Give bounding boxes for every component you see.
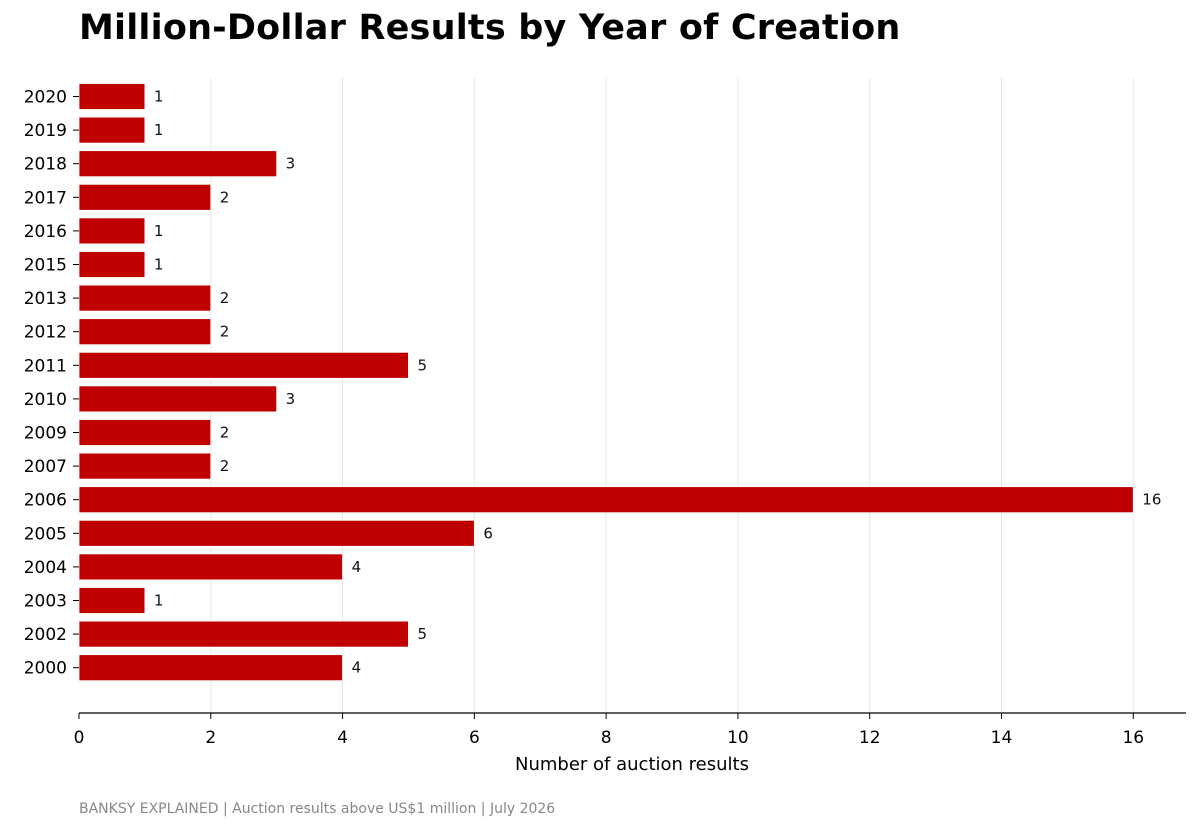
x-tick-label: 6 [469,728,480,748]
bar [78,217,146,245]
bar [78,486,1134,514]
bar [78,519,475,547]
data-label: 3 [286,390,296,408]
data-labels: 1 1 3 2 1 1 2 2 5 3 2 2 16 6 4 1 5 4 [154,88,1161,677]
y-tick-label: 2015 [24,256,67,276]
data-label: 2 [220,457,230,475]
data-label: 16 [1142,491,1161,509]
data-label: 2 [220,424,230,442]
data-label: 2 [220,188,230,206]
x-tick-label: 10 [727,728,749,748]
x-tick-label: 0 [74,728,85,748]
y-tick-label: 2007 [24,457,67,477]
bar [78,183,212,211]
data-label: 1 [154,121,164,139]
y-tick-label: 2009 [24,424,67,444]
data-label: 1 [154,592,164,610]
y-tick-label: 2010 [24,390,67,410]
gridlines [210,78,1134,713]
bar [78,116,146,144]
y-tick-label: 2020 [24,88,67,108]
bar [78,452,212,480]
y-tick-label: 2017 [24,188,67,208]
y-tick-label: 2016 [24,222,67,242]
x-tick-label: 8 [601,728,612,748]
y-tick-label: 2018 [24,155,67,175]
y-tick-label: 2011 [24,356,67,376]
y-tick-label: 2005 [24,524,67,544]
bar [78,419,212,446]
bar [78,83,146,110]
y-tick-label: 2004 [24,558,67,578]
y-tick-label: 2002 [24,625,67,645]
bar [78,553,343,581]
chart-title: Million-Dollar Results by Year of Creati… [79,8,901,48]
x-tick-label: 16 [1122,728,1144,748]
data-label: 4 [352,558,362,576]
x-axis-title: Number of auction results [515,754,749,775]
data-label: 1 [154,88,164,106]
bar [78,620,409,648]
bar [78,351,409,379]
bar [78,587,146,614]
data-label: 1 [154,222,164,240]
bar [78,150,278,178]
footer-source-note: BANKSY EXPLAINED | Auction results above… [79,801,556,817]
y-tick-label: 2012 [24,323,67,343]
bar [78,654,343,682]
data-label: 3 [286,155,296,173]
data-label: 2 [220,323,230,341]
bar [78,284,212,312]
bar [78,385,278,413]
y-tick-label: 2003 [24,592,67,612]
y-tick-label: 2006 [24,491,67,511]
data-label: 5 [417,625,427,643]
data-label: 1 [154,256,164,274]
data-label: 6 [483,524,493,542]
bar [78,251,146,278]
y-tick-label: 2013 [24,289,67,309]
x-axis: 0 2 4 6 8 10 12 14 16 [74,712,1186,748]
y-axis: 2020 2019 2018 2017 2016 2015 2013 2012 2011 2010… [24,88,79,679]
data-label: 5 [417,356,427,374]
x-tick-label: 14 [991,728,1013,748]
data-label: 2 [220,289,230,307]
x-tick-label: 4 [337,728,348,748]
y-tick-label: 2000 [24,659,67,679]
y-tick-label: 2019 [24,121,67,141]
data-label: 4 [352,659,362,677]
x-tick-label: 2 [205,728,216,748]
x-tick-label: 12 [859,728,881,748]
bar [78,318,212,346]
